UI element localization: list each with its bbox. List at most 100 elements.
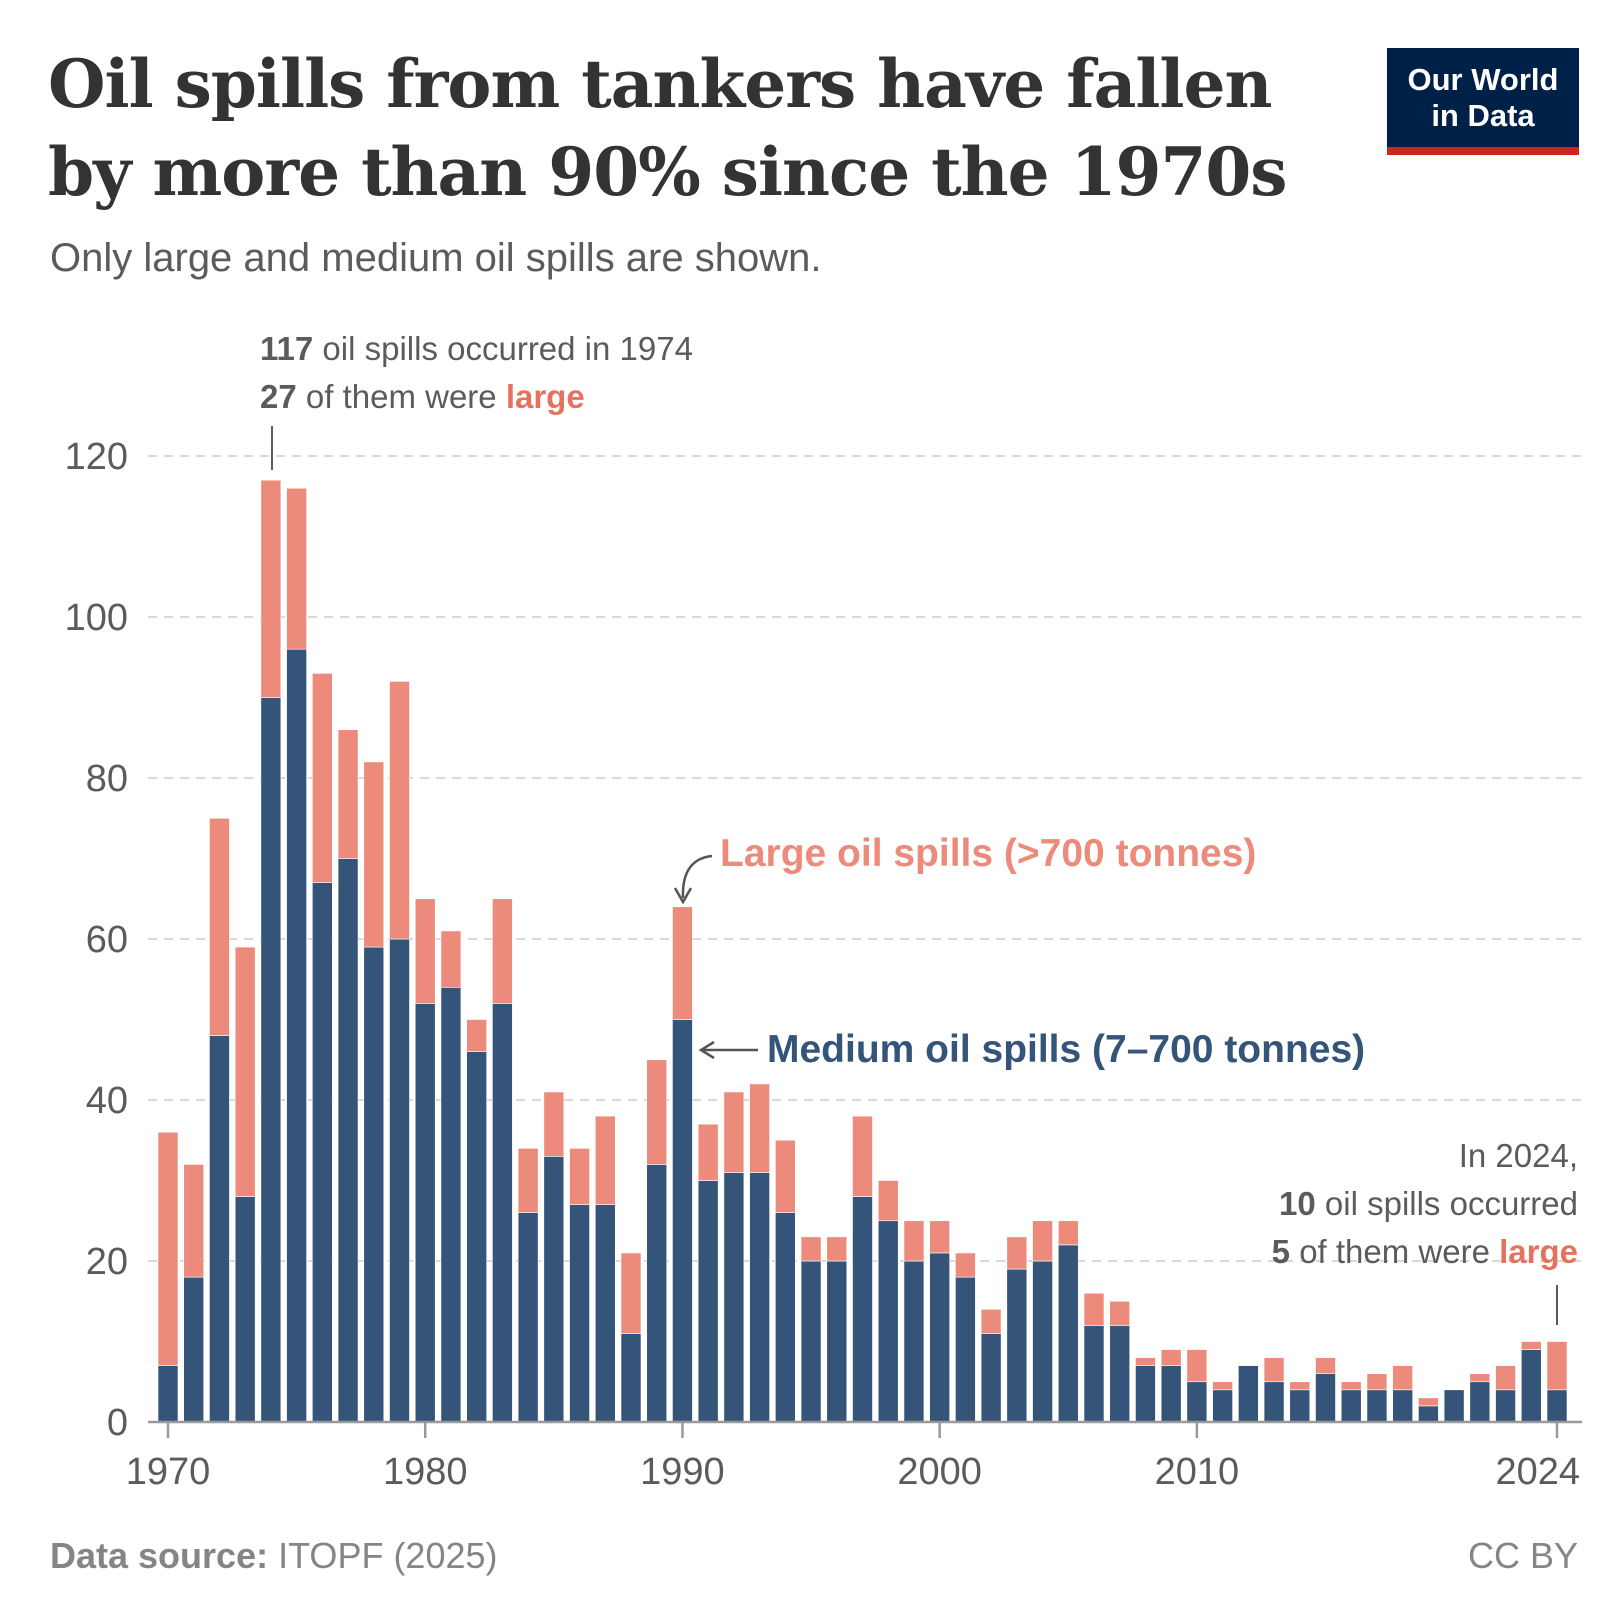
latest-annotation-line2: 10 oil spills occurred (1279, 1185, 1578, 1222)
bar-medium (775, 1212, 796, 1423)
y-tick-label: 20 (86, 1241, 128, 1283)
bar-large (209, 817, 230, 1036)
bar-large (1109, 1300, 1131, 1326)
bar-large (1057, 1220, 1079, 1246)
bar-medium (1546, 1389, 1568, 1423)
bar-medium (980, 1333, 1002, 1423)
bar-large (1366, 1373, 1388, 1391)
bar-medium (1469, 1381, 1491, 1423)
y-tick-label: 0 (107, 1402, 128, 1444)
bar-large (646, 1059, 668, 1165)
bar-medium (1340, 1389, 1362, 1423)
bar-medium (1392, 1389, 1413, 1423)
bar-medium (157, 1365, 179, 1423)
logo-line2: in Data (1431, 98, 1535, 133)
bar-medium (852, 1196, 873, 1423)
bar-large (1392, 1365, 1413, 1391)
large-arrow-head (673, 887, 693, 905)
bar-medium (260, 697, 282, 1423)
x-tick-label: 1980 (383, 1451, 468, 1493)
bar-large (877, 1180, 899, 1222)
y-tick-label: 120 (65, 436, 128, 478)
data-source: Data source: ITOPF (2025) (50, 1535, 498, 1577)
y-tick-label: 60 (86, 919, 128, 961)
bar-medium (1495, 1389, 1516, 1423)
bar-medium (543, 1156, 565, 1423)
bar-medium (955, 1276, 976, 1423)
bar-medium (672, 1019, 693, 1423)
bar-medium (826, 1260, 848, 1423)
bar-large (543, 1091, 565, 1157)
license[interactable]: CC BY (1467, 1535, 1578, 1576)
bar-large (955, 1252, 976, 1278)
bar-medium (1263, 1381, 1285, 1423)
bar-medium (1160, 1365, 1182, 1423)
y-tick-label: 40 (86, 1080, 128, 1122)
bar-medium (517, 1212, 539, 1423)
bar-medium (697, 1180, 719, 1423)
bar-medium (1443, 1389, 1465, 1423)
bar-large (1469, 1373, 1491, 1383)
bar-medium (723, 1172, 745, 1423)
bar-medium (1057, 1244, 1079, 1423)
bar-large (1263, 1357, 1285, 1383)
bar-medium (929, 1252, 950, 1423)
bar-medium (1289, 1389, 1311, 1423)
bar-medium (569, 1204, 590, 1423)
bar-medium (337, 858, 359, 1423)
bar-medium (594, 1204, 616, 1423)
bar-large (1083, 1292, 1105, 1326)
bar-large (286, 487, 307, 650)
bar-large (260, 479, 282, 698)
medium-arrow-head (698, 1040, 715, 1060)
x-tick-label: 2024 (1495, 1451, 1580, 1493)
bar-medium (389, 938, 410, 1423)
x-tick-label: 2010 (1155, 1451, 1240, 1493)
bar-medium (1083, 1325, 1105, 1423)
bar-medium (312, 882, 333, 1423)
bar-medium (363, 946, 385, 1423)
bar-large (157, 1131, 179, 1366)
bar-large (234, 946, 256, 1197)
bar-large (1032, 1220, 1053, 1262)
y-tick-label: 80 (86, 758, 128, 800)
bar-large (903, 1220, 925, 1262)
bar-large (389, 681, 410, 940)
x-tick-label: 1970 (126, 1451, 211, 1493)
large-label-arrow (681, 854, 713, 899)
bar-medium (1366, 1389, 1388, 1423)
bar-medium (234, 1196, 256, 1423)
bar-medium (209, 1035, 230, 1423)
bar-medium (1109, 1325, 1131, 1423)
bar-medium (440, 986, 462, 1423)
bar-large (569, 1148, 590, 1205)
bar-large (1315, 1357, 1336, 1374)
bar-large (980, 1309, 1002, 1334)
bar-medium (620, 1333, 642, 1423)
bar-medium (1212, 1389, 1233, 1423)
source-label: Data source: (50, 1535, 269, 1576)
bar-medium (1006, 1268, 1028, 1423)
medium-series-label: Medium oil spills (7–700 tonnes) (767, 1028, 1365, 1071)
bar-large (312, 673, 333, 883)
bar-large (775, 1139, 796, 1213)
chart-subtitle: Only large and medium oil spills are sho… (50, 236, 822, 280)
bar-large (697, 1123, 719, 1181)
bar-large (414, 898, 436, 1004)
bar-large (1289, 1381, 1311, 1391)
owid-logo[interactable]: Our World in Data (1387, 48, 1579, 155)
bar-large (1520, 1341, 1542, 1350)
bar-medium (1315, 1373, 1336, 1423)
bar-large (1418, 1397, 1439, 1407)
bar-medium (877, 1220, 899, 1423)
peak-annotation-line1: 117 oil spills occurred in 1974 (260, 330, 693, 367)
source-name: ITOPF (2025) (278, 1535, 498, 1576)
bar-large (1006, 1236, 1028, 1270)
logo-line1: Our World (1407, 62, 1559, 97)
bar-medium (1186, 1381, 1208, 1423)
bar-large (363, 761, 385, 948)
bar-medium (646, 1164, 668, 1423)
large-series-label: Large oil spills (>700 tonnes) (720, 832, 1256, 875)
bar-large (749, 1083, 770, 1173)
